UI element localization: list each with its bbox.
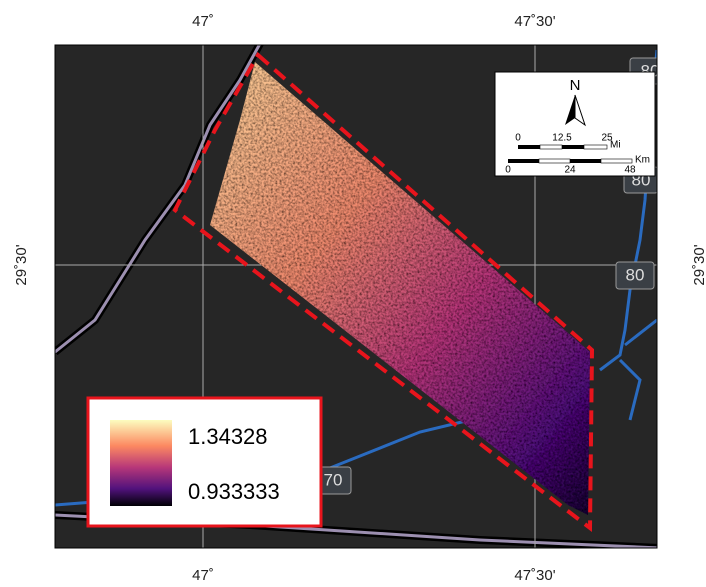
axis-label: 47˚30': [514, 567, 555, 584]
road-label: 80: [626, 265, 645, 284]
north-label: N: [570, 77, 581, 94]
scale-unit: Km: [635, 155, 650, 166]
axis-label: 47˚30': [514, 13, 555, 30]
scale-label: 12.5: [552, 133, 572, 144]
legend-min: 0.933333: [188, 479, 280, 504]
legend-max: 1.34328: [188, 424, 268, 449]
road-label: 70: [324, 470, 343, 489]
scale-label: 24: [564, 165, 576, 176]
page: 80 80 80 70 47˚ 47˚30' 47˚ 47˚30' 29˚30'…: [0, 0, 706, 587]
scale-label: 48: [624, 165, 636, 176]
scale-label: 0: [505, 165, 511, 176]
axis-label: 29˚30': [691, 244, 706, 285]
map: 80 80 80 70 47˚ 47˚30' 47˚ 47˚30' 29˚30'…: [0, 0, 706, 587]
scale-unit: Mi: [610, 140, 621, 151]
legend: 1.34328 0.933333: [88, 398, 321, 526]
color-ramp: [110, 420, 172, 506]
scale-bar: N 0 12.5 25 Mi Km 0 24 48: [495, 72, 655, 176]
axis-label: 47˚: [192, 567, 214, 584]
axis-label: 47˚: [192, 13, 214, 30]
axis-label: 29˚30': [13, 244, 30, 285]
scale-label: 0: [515, 133, 521, 144]
